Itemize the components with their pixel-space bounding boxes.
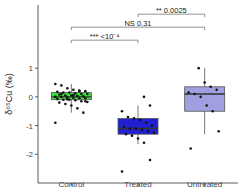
- point: [80, 100, 83, 103]
- point: [133, 117, 136, 120]
- annotation: NS 0.31Control–Untreated: [124, 19, 151, 28]
- whisker-low: [71, 100, 72, 113]
- point: [217, 130, 220, 133]
- point: [68, 91, 71, 94]
- y-tick-label: -2: [26, 150, 34, 159]
- point: [145, 121, 148, 124]
- point: [78, 97, 81, 100]
- y-tick-label: 1: [29, 64, 34, 73]
- point: [205, 104, 208, 107]
- point: [211, 110, 214, 113]
- y-tick: [35, 154, 38, 155]
- box: [118, 118, 158, 134]
- whisker-high: [71, 84, 72, 93]
- point: [58, 101, 61, 104]
- point: [127, 116, 130, 119]
- point: [60, 93, 63, 96]
- y-tick-label: 0: [29, 93, 34, 102]
- point: [82, 111, 85, 114]
- point: [199, 96, 202, 99]
- point: [189, 147, 192, 150]
- point: [121, 170, 124, 173]
- median: [185, 93, 225, 94]
- point: [143, 142, 146, 145]
- point: [70, 104, 73, 107]
- point: [147, 130, 150, 133]
- point: [86, 93, 89, 96]
- point: [153, 131, 156, 134]
- point: [62, 98, 65, 101]
- point: [54, 83, 57, 86]
- point: [129, 127, 132, 130]
- annotation: *** <10⁻⁴Control–Treated: [90, 32, 120, 41]
- point: [125, 133, 128, 136]
- point: [187, 91, 190, 94]
- point: [66, 87, 69, 90]
- point: [56, 90, 59, 93]
- y-tick: [35, 96, 38, 97]
- whisker-high: [138, 105, 139, 118]
- point: [76, 107, 79, 110]
- whisker-high: [204, 68, 205, 87]
- point: [56, 98, 59, 101]
- box: [51, 93, 91, 100]
- x-tick-label: Control: [58, 180, 84, 189]
- point: [137, 137, 140, 140]
- point: [74, 92, 77, 95]
- whisker-low: [204, 111, 205, 134]
- point: [84, 90, 87, 93]
- x-tick-label: Untreated: [187, 180, 222, 189]
- point: [203, 81, 206, 84]
- point: [72, 88, 75, 91]
- y-axis-label: δ⁶⁵Cu (‰): [4, 73, 14, 114]
- point: [193, 93, 196, 96]
- y-tick: [35, 125, 38, 126]
- point: [54, 121, 57, 124]
- point: [74, 99, 77, 102]
- point: [131, 134, 134, 137]
- point: [84, 100, 87, 103]
- point: [135, 127, 138, 130]
- point: [197, 67, 200, 70]
- point: [149, 104, 152, 107]
- point: [80, 93, 83, 96]
- point: [60, 96, 63, 99]
- point: [139, 119, 142, 122]
- point: [76, 95, 79, 98]
- point: [149, 159, 152, 162]
- plot-area: [51, 67, 224, 173]
- point: [143, 96, 146, 99]
- point: [72, 96, 75, 99]
- point: [66, 98, 69, 101]
- x-tick-label: Treated: [124, 180, 151, 189]
- point: [60, 84, 63, 87]
- y-tick: [35, 68, 38, 69]
- point: [54, 96, 57, 99]
- point: [78, 89, 81, 92]
- annotation: ** 0.0025Treated–Untreated: [156, 6, 187, 15]
- point: [84, 97, 87, 100]
- whisker-low: [138, 134, 139, 144]
- point: [64, 103, 67, 106]
- y-axis: [38, 5, 39, 183]
- point: [121, 110, 124, 113]
- point: [151, 124, 154, 127]
- chart: -2 -1 0 1 δ⁶⁵Cu (‰) Control Treated Untreated **…: [0, 0, 246, 189]
- box: [185, 87, 225, 111]
- point: [72, 94, 75, 97]
- point: [64, 94, 67, 97]
- point: [123, 126, 126, 129]
- point: [141, 129, 144, 132]
- point: [215, 88, 218, 91]
- point: [82, 95, 85, 98]
- point: [209, 86, 212, 89]
- y-tick-label: -1: [26, 122, 34, 131]
- point: [78, 90, 81, 93]
